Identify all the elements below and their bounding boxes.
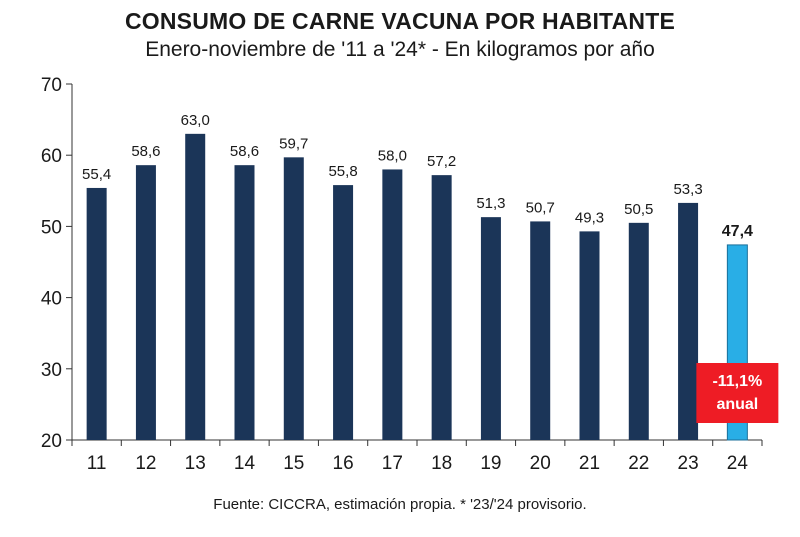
bar <box>283 157 304 440</box>
data-label: 49,3 <box>575 209 604 226</box>
y-tick-label: 30 <box>41 360 62 381</box>
x-tick-label: 20 <box>530 453 551 474</box>
data-label: 53,3 <box>673 181 702 198</box>
data-label: 58,0 <box>378 147 407 164</box>
data-label: 57,2 <box>427 153 456 170</box>
chart-title: CONSUMO DE CARNE VACUNA POR HABITANTE <box>124 8 676 34</box>
x-tick-label: 12 <box>135 453 156 474</box>
data-label: 59,7 <box>279 135 308 152</box>
x-tick-label: 22 <box>628 453 649 474</box>
y-tick-label: 70 <box>41 75 62 96</box>
data-label: 50,7 <box>526 199 555 216</box>
bar <box>333 185 354 440</box>
data-label: 50,5 <box>624 201 653 218</box>
change-badge-text: anual <box>716 396 758 413</box>
x-tick-label: 11 <box>87 453 107 474</box>
bar <box>382 169 403 440</box>
bar <box>431 175 452 441</box>
bar <box>579 231 600 440</box>
x-tick-label: 19 <box>480 453 501 474</box>
x-tick-label: 14 <box>234 453 256 474</box>
bar <box>530 221 551 440</box>
data-label: 55,4 <box>82 166 111 183</box>
x-tick-label: 13 <box>185 453 206 474</box>
x-tick-label: 16 <box>333 453 354 474</box>
x-tick-label: 24 <box>727 453 749 474</box>
x-tick-label: 18 <box>431 453 452 474</box>
bar <box>86 187 107 440</box>
x-tick-label: 21 <box>579 453 600 474</box>
data-label: 47,4 <box>722 223 753 240</box>
data-label: 58,6 <box>230 143 259 160</box>
y-tick-label: 50 <box>41 217 62 238</box>
data-label: 51,3 <box>476 195 505 212</box>
x-tick-label: 23 <box>678 453 699 474</box>
bar <box>628 222 649 440</box>
chart-subtitle: Enero-noviembre de '11 a '24* - En kilog… <box>145 38 655 61</box>
change-badge <box>696 363 779 423</box>
bar <box>234 165 255 440</box>
y-tick-label: 20 <box>41 431 62 452</box>
bar <box>135 165 156 440</box>
source-note: Fuente: CICCRA, estimación propia. * '23… <box>213 496 587 513</box>
y-tick-label: 60 <box>41 146 62 167</box>
y-tick-label: 40 <box>41 289 62 310</box>
bar <box>678 202 699 440</box>
x-tick-label: 15 <box>283 453 304 474</box>
x-tick-label: 17 <box>382 453 403 474</box>
data-label: 63,0 <box>181 112 210 129</box>
bar <box>480 217 501 440</box>
data-label: 58,6 <box>131 143 160 160</box>
change-badge-text: -11,1% <box>712 373 762 390</box>
bar <box>185 133 206 440</box>
data-label: 55,8 <box>328 163 357 180</box>
